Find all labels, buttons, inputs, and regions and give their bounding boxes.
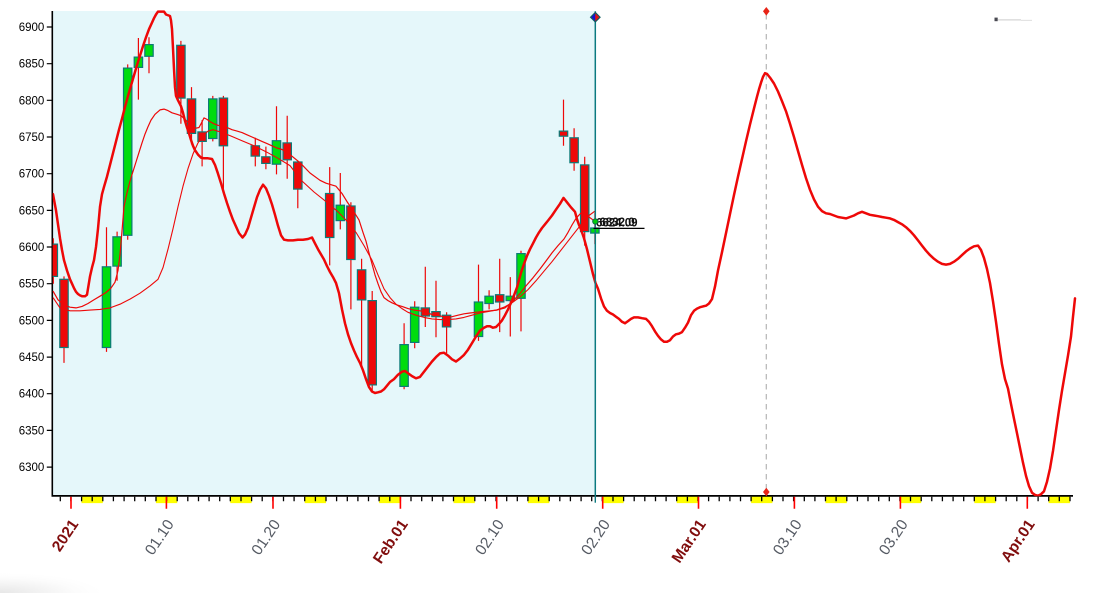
svg-text:6350: 6350: [19, 425, 45, 437]
svg-text:6650: 6650: [19, 205, 45, 217]
svg-text:6624.09: 6624.09: [596, 218, 638, 230]
svg-text:6500: 6500: [19, 315, 45, 327]
svg-text:6800: 6800: [19, 95, 45, 107]
svg-text:6300: 6300: [19, 462, 45, 474]
svg-text:6900: 6900: [19, 22, 45, 34]
svg-text:6850: 6850: [19, 59, 45, 71]
svg-text:6832.0: 6832.0: [600, 217, 635, 229]
svg-text:6750: 6750: [19, 132, 45, 144]
svg-text:6450: 6450: [19, 352, 45, 364]
svg-text:6400: 6400: [19, 389, 45, 401]
svg-text:6700: 6700: [19, 169, 45, 181]
svg-text:6550: 6550: [19, 279, 45, 291]
svg-text:6600: 6600: [19, 242, 45, 254]
